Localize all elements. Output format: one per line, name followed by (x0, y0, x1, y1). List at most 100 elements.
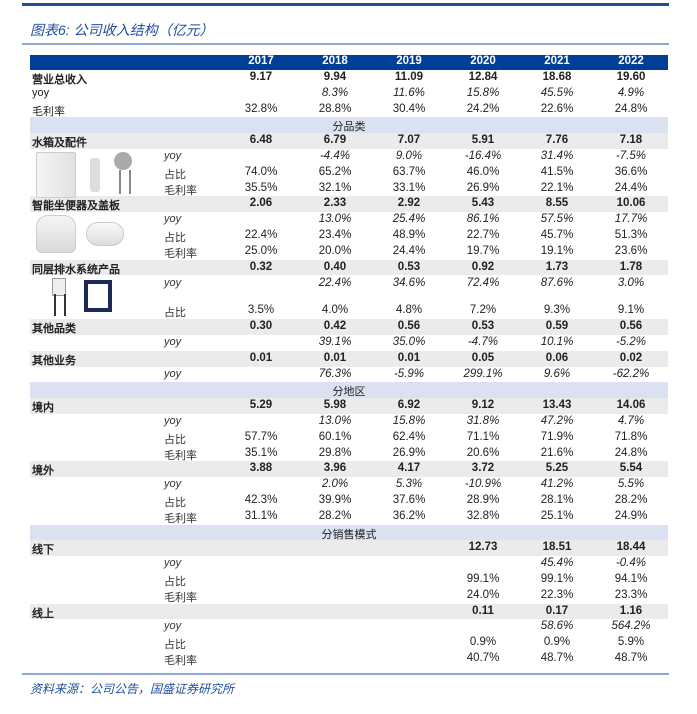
cell-2021: 45.7% (540, 228, 574, 241)
row-label: 线下 (32, 544, 54, 557)
cell-2020: 12.84 (468, 71, 498, 83)
cell-2020: -4.7% (467, 335, 499, 348)
row-sublabel: yoy (164, 149, 182, 162)
cell-2017: 0.32 (249, 260, 273, 273)
cell-2020: 46.0% (466, 165, 500, 178)
cell-2021: 31.4% (540, 149, 574, 162)
table-row: 占比 99.1% 99.1% 94.1% (30, 572, 668, 588)
cell-2020: 15.8% (466, 86, 500, 99)
cell-2018: 0.40 (323, 260, 347, 273)
cell-2022: 5.5% (617, 478, 645, 491)
row-sublabel: 毛利率 (164, 247, 197, 260)
cell-2018: 39.1% (318, 335, 352, 348)
cell-2022: -5.2% (615, 335, 647, 348)
section-label: 分品类 (332, 121, 366, 134)
cell-2022: 24.9% (614, 509, 648, 522)
cell-2018: 5.98 (323, 399, 347, 412)
cell-2020: 24.0% (466, 588, 500, 601)
cell-2022: 48.7% (614, 651, 648, 664)
fill-valve-image (90, 158, 100, 192)
cell-2021: 47.2% (540, 414, 574, 427)
cell-2019: 0.53 (397, 260, 421, 273)
cell-2018: 39.9% (318, 493, 352, 506)
cell-2022: -0.4% (615, 557, 647, 570)
cell-2021: 41.5% (540, 165, 574, 178)
cell-2018: 2.33 (323, 197, 347, 210)
table-row: yoy 76.3% -5.9% 299.1% 9.6% -62.2% (30, 367, 668, 383)
cell-2018: 29.8% (318, 446, 352, 459)
row-label: 营业总收入 (32, 74, 87, 86)
cell-2021: 28.1% (540, 493, 574, 506)
cell-2020: 99.1% (466, 572, 500, 585)
cell-2020: 5.91 (471, 134, 495, 147)
row-sublabel: yoy (164, 414, 182, 427)
cell-2018: 9.94 (323, 71, 347, 83)
title-divider (22, 43, 669, 45)
table-row: 毛利率 32.8% 28.8% 30.4% 24.2% 22.6% 24.8% (30, 102, 668, 118)
cell-2018: 13.0% (318, 213, 352, 226)
table-row: 其他品类 0.30 0.42 0.56 0.53 0.59 0.56 (30, 319, 668, 335)
cell-2018: 65.2% (318, 165, 352, 178)
cell-2022: 36.6% (614, 165, 648, 178)
row-label: 同层排水系统产品 (32, 263, 120, 276)
cell-2019: 34.6% (392, 277, 426, 290)
cell-2022: -62.2% (612, 367, 650, 380)
cell-2017: 74.0% (244, 165, 278, 178)
row-sublabel: yoy (164, 478, 182, 491)
cell-2018: 6.79 (323, 134, 347, 147)
cell-2020: 299.1% (463, 367, 503, 380)
cell-2018: 28.8% (318, 102, 352, 115)
cell-2019: 37.6% (392, 493, 426, 506)
cell-2022: 9.1% (617, 304, 645, 317)
cell-2020: 3.72 (471, 462, 495, 475)
table-row: yoy 2.0% 5.3% -10.9% 41.2% 5.5% (30, 477, 668, 493)
cell-2018: 60.1% (318, 430, 352, 443)
cell-2021: 99.1% (540, 572, 574, 585)
cell-2021: 0.59 (545, 320, 569, 333)
cell-2021: 45.4% (540, 557, 574, 570)
cell-2020: 5.43 (471, 197, 495, 210)
row-sublabel: yoy (164, 335, 182, 348)
smart-seat-image (86, 222, 124, 246)
cell-2019: 4.17 (397, 462, 421, 475)
row-sublabel: 毛利率 (164, 654, 197, 667)
bottom-divider (22, 673, 669, 675)
cell-2019: 62.4% (392, 430, 426, 443)
cell-2018: -4.4% (319, 149, 351, 162)
column-header-2022: 2022 (618, 55, 644, 67)
table-row: 线下 12.73 18.51 18.44 (30, 540, 668, 556)
row-sublabel: 毛利率 (164, 591, 197, 604)
table-row: 同层排水系统产品 0.32 0.40 0.53 0.92 1.73 1.78 (30, 259, 668, 276)
cell-2019: 4.8% (395, 304, 423, 317)
cell-2022: 3.0% (617, 277, 645, 290)
cell-2022: 94.1% (614, 572, 648, 585)
cell-2022: 1.16 (619, 604, 643, 617)
cell-2017: 35.5% (244, 181, 278, 194)
cell-2022: 4.7% (617, 414, 645, 427)
table-row: yoy 13.0% 15.8% 31.8% 47.2% 4.7% (30, 414, 668, 430)
cell-2020: 9.12 (471, 399, 495, 412)
cell-2021: 71.9% (540, 430, 574, 443)
cell-2021: 25.1% (540, 509, 574, 522)
cell-2018: 0.01 (323, 351, 347, 364)
cell-2021: 9.3% (543, 304, 571, 317)
cell-2019: 0.56 (397, 320, 421, 333)
cell-2020: 26.9% (466, 181, 500, 194)
cell-2017: 0.30 (249, 320, 273, 333)
table-row: 占比 74.0% 65.2% 63.7% 46.0% 41.5% 36.6% (30, 165, 668, 181)
row-label: 其他品类 (32, 323, 76, 336)
cell-2018: 22.4% (318, 277, 352, 290)
table-row: 智能坐便器及盖板 2.06 2.33 2.92 5.43 8.55 10.06 (30, 196, 668, 212)
cell-2017: 2.06 (249, 197, 273, 210)
cell-2021: 0.9% (543, 636, 571, 649)
cell-2019: 5.3% (395, 478, 423, 491)
section-band: 分品类 (30, 117, 668, 133)
cell-2019: 11.6% (393, 86, 425, 99)
cell-2019: 2.92 (397, 197, 421, 210)
cell-2021: 9.6% (543, 367, 571, 380)
table-row: yoy 58.6% 564.2% (30, 619, 668, 635)
cell-2019: 30.4% (392, 102, 426, 115)
table-row: 营业总收入 9.17 9.94 11.09 12.84 18.68 19.60 (30, 70, 668, 86)
cell-2021: 22.6% (540, 102, 574, 115)
cell-2021: 18.68 (542, 71, 572, 83)
